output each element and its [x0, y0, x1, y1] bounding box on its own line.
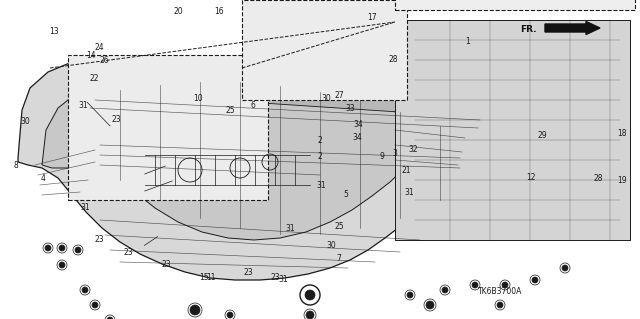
Text: 19: 19 — [617, 176, 627, 185]
Text: 26: 26 — [99, 56, 109, 65]
Bar — [242, 0, 407, 100]
Circle shape — [532, 277, 538, 283]
Circle shape — [75, 247, 81, 253]
Text: 14: 14 — [86, 51, 96, 60]
Text: 33: 33 — [345, 104, 355, 113]
Text: 23: 23 — [111, 115, 122, 124]
Circle shape — [306, 311, 314, 319]
Circle shape — [407, 292, 413, 298]
Circle shape — [227, 312, 233, 318]
Circle shape — [45, 245, 51, 251]
Circle shape — [442, 287, 448, 293]
Text: 9: 9 — [380, 152, 385, 161]
Circle shape — [82, 287, 88, 293]
Text: 29: 29 — [537, 131, 547, 140]
Text: 21: 21 — [402, 166, 411, 175]
Text: 13: 13 — [49, 27, 60, 36]
Text: 8: 8 — [13, 161, 19, 170]
Text: 2: 2 — [317, 152, 323, 161]
Circle shape — [562, 265, 568, 271]
Text: 25: 25 — [334, 222, 344, 231]
Text: 23: 23 — [94, 235, 104, 244]
Text: 31: 31 — [404, 189, 415, 197]
Circle shape — [472, 282, 478, 288]
Text: 7: 7 — [337, 254, 342, 263]
Text: 30: 30 — [321, 94, 332, 103]
Polygon shape — [395, 20, 630, 240]
Text: 15: 15 — [198, 273, 209, 282]
Text: 31: 31 — [316, 181, 326, 189]
Text: 28: 28 — [389, 55, 398, 63]
Text: 31: 31 — [80, 203, 90, 212]
Text: FR.: FR. — [520, 25, 537, 33]
Text: 23: 23 — [123, 248, 133, 256]
Text: 31: 31 — [278, 275, 289, 284]
Bar — [395, 0, 635, 10]
Text: 23: 23 — [270, 273, 280, 282]
Text: 27: 27 — [334, 91, 344, 100]
Text: 17: 17 — [367, 13, 378, 22]
Text: 2: 2 — [317, 136, 323, 145]
Text: 28: 28 — [594, 174, 603, 183]
Circle shape — [305, 290, 315, 300]
Circle shape — [497, 302, 503, 308]
Bar — [68, 55, 268, 200]
Circle shape — [92, 302, 98, 308]
Circle shape — [107, 317, 113, 319]
Text: 31: 31 — [78, 101, 88, 110]
Polygon shape — [18, 58, 485, 280]
Text: 31: 31 — [285, 224, 295, 233]
Text: 3: 3 — [392, 149, 397, 158]
Text: 20: 20 — [173, 7, 183, 16]
Circle shape — [502, 282, 508, 288]
Polygon shape — [95, 80, 490, 118]
FancyArrow shape — [545, 21, 600, 34]
Text: 24: 24 — [94, 43, 104, 52]
Text: 23: 23 — [243, 268, 253, 277]
Text: 12: 12 — [527, 173, 536, 182]
Text: 4: 4 — [41, 174, 46, 183]
Text: 30: 30 — [20, 117, 31, 126]
Circle shape — [59, 245, 65, 251]
Text: 11: 11 — [207, 273, 216, 282]
Polygon shape — [42, 78, 420, 240]
Text: TK6B3700A: TK6B3700A — [478, 287, 522, 296]
Text: 23: 23 — [161, 260, 172, 269]
Text: 6: 6 — [250, 101, 255, 110]
Text: 10: 10 — [193, 94, 204, 103]
Text: 32: 32 — [408, 145, 418, 154]
Text: 1: 1 — [465, 37, 470, 46]
Text: 5: 5 — [343, 190, 348, 199]
Circle shape — [190, 305, 200, 315]
Text: 30: 30 — [326, 241, 337, 250]
Text: 22: 22 — [90, 74, 99, 83]
Text: 25: 25 — [225, 106, 236, 115]
Circle shape — [59, 262, 65, 268]
Text: 16: 16 — [214, 7, 224, 16]
Circle shape — [426, 301, 434, 309]
Text: 18: 18 — [618, 130, 627, 138]
Text: 34: 34 — [352, 133, 362, 142]
Text: 34: 34 — [353, 120, 364, 129]
